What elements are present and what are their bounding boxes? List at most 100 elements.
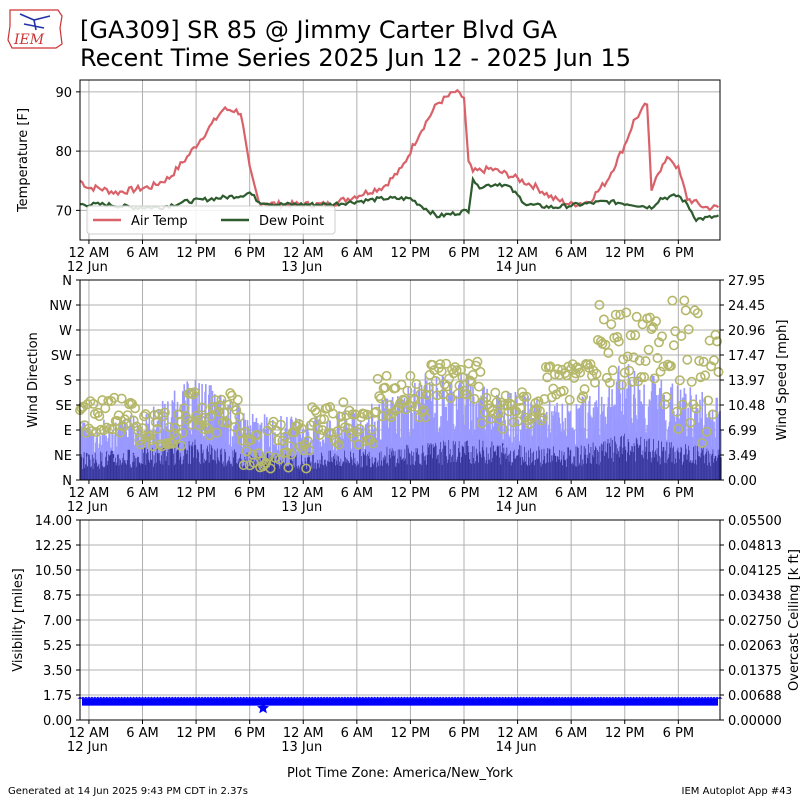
x-tick-label: 12 AM <box>283 246 324 261</box>
speed-bar <box>703 455 706 480</box>
gust-bar <box>450 382 453 480</box>
direction-tick-label: NW <box>49 299 72 314</box>
x-tick-label: 12 PM <box>176 246 216 261</box>
wind-direction-marker <box>317 425 328 436</box>
wind-direction-marker <box>213 406 224 417</box>
speed-tick-label: 27.95 <box>728 274 765 289</box>
wind-direction-marker <box>519 412 530 423</box>
x-tick-label: 12 AM <box>497 726 538 741</box>
x-tick-label: 6 AM <box>341 486 374 501</box>
wind-direction-marker <box>177 427 188 438</box>
speed-tick-label: 10.48 <box>728 399 765 414</box>
gust-bar <box>243 413 245 480</box>
wind-direction-marker <box>200 412 211 423</box>
wind-direction-marker <box>619 367 630 378</box>
ceiling-tick-label: 0.04125 <box>728 564 782 579</box>
wind-direction-marker <box>527 411 538 422</box>
wind-direction-marker <box>707 409 718 420</box>
x-tick-label: 12 PM <box>391 486 431 501</box>
ceiling-tick-label: 0.03438 <box>728 589 782 604</box>
visibility-tick-label: 5.25 <box>43 639 72 654</box>
wind-speed-ylabel: Wind Speed [mph] <box>775 320 790 441</box>
visibility-yticks: 0.00 1.75 3.50 5.25 7.00 8.75 10.50 12.25 14.00 0… <box>35 514 782 729</box>
footer-generated: Generated at 14 Jun 2025 9:43 PM CDT in … <box>8 786 248 797</box>
wind-direction-marker <box>682 354 693 365</box>
speed-bar <box>543 448 546 480</box>
wind-direction-marker <box>505 398 516 409</box>
wind-direction-marker <box>420 412 431 423</box>
direction-tick-label: SW <box>51 349 72 364</box>
speed-tick-label: 20.96 <box>728 324 765 339</box>
footer-app: IEM Autoplot App #43 <box>682 786 792 797</box>
wind-direction-marker <box>316 414 327 425</box>
wind-xticks: 12 AM 6 AM 12 PM 6 PM 12 AM 6 AM 12 PM 6 PM 12 A… <box>67 480 694 515</box>
gust-bar <box>358 439 360 480</box>
wind-direction-marker <box>417 406 428 417</box>
wind-direction-marker <box>159 407 170 418</box>
x-tick-label: 12 AM <box>283 726 324 741</box>
wind-direction-marker <box>109 392 120 403</box>
speed-bar <box>423 456 426 480</box>
speed-bar <box>609 443 611 480</box>
x-date-label: 14 Jun <box>496 740 537 755</box>
visibility-panel: 0.00 1.75 3.50 5.25 7.00 8.75 10.50 12.25 14.00 0… <box>11 514 800 781</box>
temperature-yticks: 70 80 90 <box>55 86 80 219</box>
speed-bar <box>95 459 98 480</box>
wind-direction-marker <box>591 368 602 379</box>
gust-bar <box>542 422 544 480</box>
gust-bar <box>109 426 111 480</box>
x-date-label: 14 Jun <box>496 500 537 515</box>
wind-direction-marker <box>607 365 618 376</box>
wind-direction-marker <box>598 314 609 325</box>
wind-direction-marker <box>405 370 416 381</box>
gust-bar <box>229 399 232 480</box>
wind-direction-marker <box>445 392 456 403</box>
wind-direction-marker <box>311 407 322 418</box>
gust-bar <box>455 395 458 480</box>
wind-direction-marker <box>351 426 362 437</box>
speed-bar <box>641 454 643 480</box>
speed-bar <box>452 440 455 480</box>
gust-bar <box>420 385 423 480</box>
gust-bar <box>705 413 707 480</box>
wind-direction-marker <box>708 355 719 366</box>
wind-direction-marker <box>665 360 676 371</box>
ceiling-tick-label: 0.00688 <box>728 689 782 704</box>
speed-bar <box>454 444 456 480</box>
wind-frame <box>79 279 721 481</box>
wind-direction-marker <box>252 429 263 440</box>
wind-direction-marker <box>188 389 199 400</box>
wind-direction-marker <box>600 339 611 350</box>
title-line-2: Recent Time Series 2025 Jun 12 - 2025 Ju… <box>80 44 631 72</box>
speed-tick-label: 13.97 <box>728 374 765 389</box>
speed-bar <box>420 465 423 480</box>
wind-direction-marker <box>94 411 105 422</box>
wind-direction-marker <box>677 399 688 410</box>
x-tick-label: 6 AM <box>341 246 374 261</box>
wind-direction-marker <box>668 340 679 351</box>
speed-bar <box>670 447 672 480</box>
wind-direction-marker <box>375 393 386 404</box>
speed-bar <box>295 454 298 480</box>
gust-bar <box>381 399 383 480</box>
wind-direction-marker <box>588 365 599 376</box>
wind-direction-marker <box>150 417 161 428</box>
wind-direction-marker <box>280 431 291 442</box>
x-date-label: 13 Jun <box>281 260 322 275</box>
wind-direction-marker <box>223 399 234 410</box>
temperature-panel: 70 80 90 Temperature [F] Air Temp Dew Poin… <box>16 79 721 275</box>
wind-direction-marker <box>319 414 330 425</box>
gust-bar <box>227 405 229 480</box>
wind-direction-marker <box>115 427 126 438</box>
x-tick-label: 12 AM <box>497 486 538 501</box>
gust-bar <box>419 402 421 480</box>
legend-label-air-temp: Air Temp <box>131 214 188 229</box>
gust-bar <box>432 382 434 480</box>
wind-direction-marker <box>368 438 379 449</box>
wind-direction-marker <box>461 389 472 400</box>
x-date-label: 12 Jun <box>67 740 108 755</box>
x-tick-label: 12 AM <box>497 246 538 261</box>
wind-direction-marker <box>627 376 638 387</box>
speed-bar <box>355 464 357 480</box>
temperature-ylabel: Temperature [F] <box>16 108 31 213</box>
